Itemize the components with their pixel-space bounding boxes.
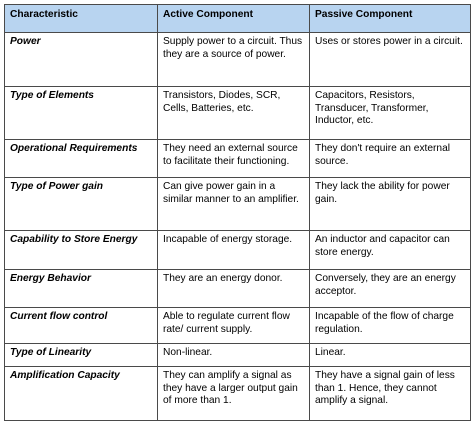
row-active-value: Incapable of energy storage. [157,230,310,270]
row-characteristic: Current flow control [4,307,158,344]
row-passive-value: They don't require an external source. [309,139,471,178]
table-row: Type of Elements Transistors, Diodes, SC… [4,86,471,140]
row-passive-value: Uses or stores power in a circuit. [309,32,471,87]
row-active-value: Non-linear. [157,343,310,367]
row-characteristic: Power [4,32,158,87]
table-row: Power Supply power to a circuit. Thus th… [4,32,471,87]
row-characteristic: Type of Linearity [4,343,158,367]
table-row: Energy Behavior They are an energy donor… [4,269,471,308]
row-characteristic: Type of Power gain [4,177,158,231]
table-row: Type of Linearity Non-linear. Linear. [4,343,471,367]
row-passive-value: An inductor and capacitor can store ener… [309,230,471,270]
table-row: Capability to Store Energy Incapable of … [4,230,471,270]
row-active-value: Can give power gain in a similar manner … [157,177,310,231]
row-passive-value: Linear. [309,343,471,367]
row-passive-value: They lack the ability for power gain. [309,177,471,231]
row-active-value: Able to regulate current flow rate/ curr… [157,307,310,344]
row-passive-value: Incapable of the flow of charge regulati… [309,307,471,344]
table-row: Type of Power gain Can give power gain i… [4,177,471,231]
row-passive-value: Conversely, they are an energy acceptor. [309,269,471,308]
comparison-table: Characteristic Active Component Passive … [4,4,471,421]
header-characteristic: Characteristic [4,4,158,33]
header-passive-component: Passive Component [309,4,471,33]
row-passive-value: They have a signal gain of less than 1. … [309,366,471,421]
table-header-row: Characteristic Active Component Passive … [4,4,471,33]
row-active-value: Transistors, Diodes, SCR, Cells, Batteri… [157,86,310,140]
table-row: Amplification Capacity They can amplify … [4,366,471,421]
row-characteristic: Amplification Capacity [4,366,158,421]
row-active-value: They need an external source to facilita… [157,139,310,178]
row-active-value: They are an energy donor. [157,269,310,308]
table-row: Operational Requirements They need an ex… [4,139,471,178]
row-characteristic: Energy Behavior [4,269,158,308]
row-active-value: They can amplify a signal as they have a… [157,366,310,421]
row-active-value: Supply power to a circuit. Thus they are… [157,32,310,87]
row-passive-value: Capacitors, Resistors, Transducer, Trans… [309,86,471,140]
row-characteristic: Type of Elements [4,86,158,140]
header-active-component: Active Component [157,4,310,33]
row-characteristic: Capability to Store Energy [4,230,158,270]
table-row: Current flow control Able to regulate cu… [4,307,471,344]
comparison-table-container: Characteristic Active Component Passive … [4,4,471,421]
row-characteristic: Operational Requirements [4,139,158,178]
